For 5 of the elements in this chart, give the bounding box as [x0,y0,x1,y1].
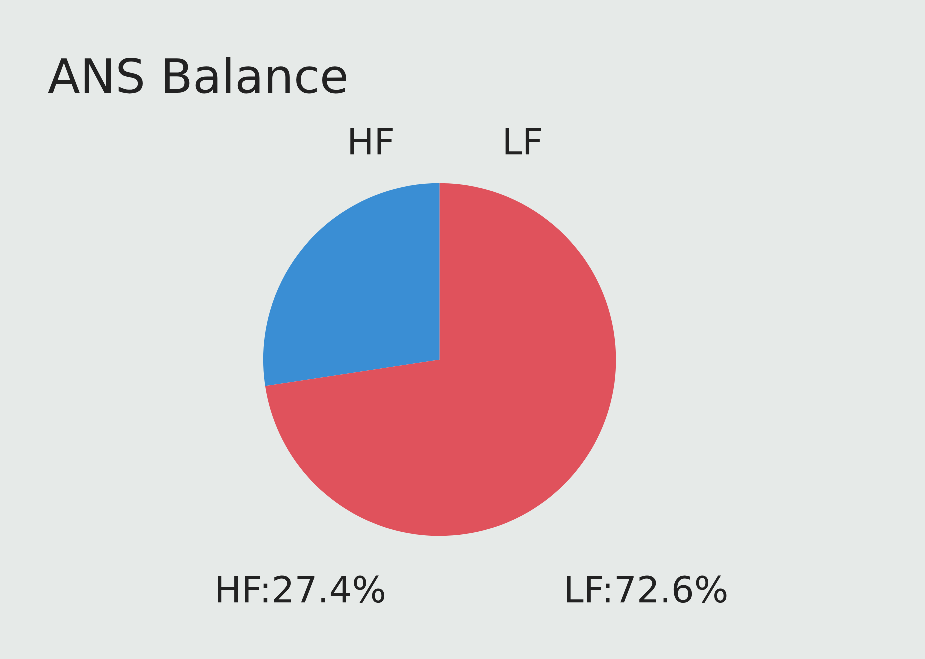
slice-label: LF [506,128,542,155]
slice-label: HF [350,128,393,155]
chart-title: ANS Balance [48,57,346,94]
text: LF:72.6% [567,576,727,604]
text: HF:27.4% [218,576,385,604]
